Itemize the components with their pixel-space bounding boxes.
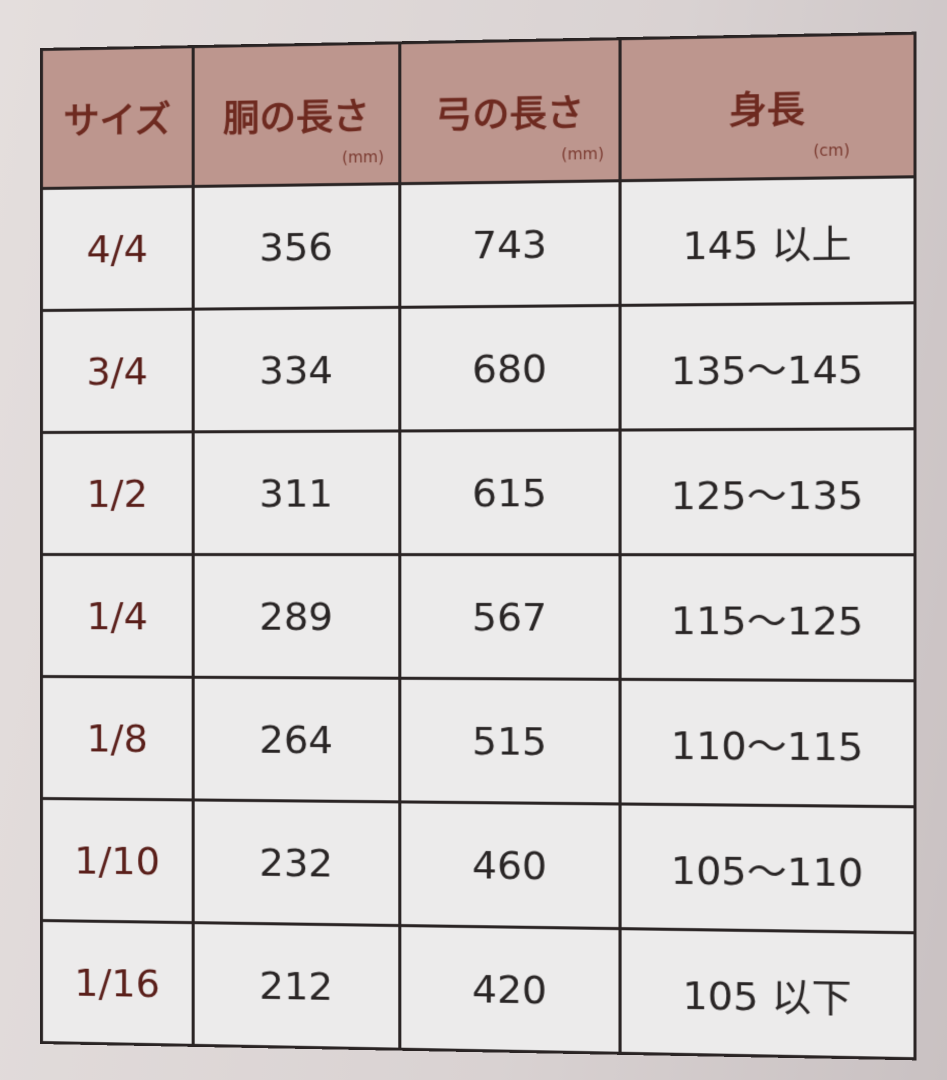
- header-body-length: 胴の長さ (mm): [193, 42, 400, 187]
- header-label: 弓の長さ: [435, 92, 585, 138]
- header-height: 身長 (cm): [620, 33, 916, 181]
- cell-body-length: 311: [193, 430, 400, 555]
- cell-bow-length: 460: [399, 801, 621, 929]
- table-row: 4/4 356 743 145 以上: [41, 176, 916, 311]
- table-row: 1/16 212 420 105 以下: [41, 920, 916, 1059]
- cell-height: 110～115: [620, 679, 916, 807]
- cell-size: 1/4: [41, 554, 194, 678]
- table-row: 1/4 289 567 115～125: [41, 554, 916, 681]
- header-bow-length: 弓の長さ (mm): [399, 38, 621, 184]
- header-row: サイズ 胴の長さ (mm) 弓の長さ (mm) 身長 (cm): [41, 33, 916, 189]
- cell-size: 4/4: [41, 186, 194, 311]
- cell-body-length: 356: [193, 183, 400, 310]
- cell-height: 115～125: [620, 554, 916, 681]
- size-table: サイズ 胴の長さ (mm) 弓の長さ (mm) 身長 (cm) 4/4 356 743 14…: [40, 31, 917, 1061]
- cell-size: 1/10: [41, 798, 194, 923]
- cell-bow-length: 420: [399, 925, 621, 1054]
- cell-bow-length: 615: [399, 430, 621, 555]
- cell-body-length: 264: [193, 677, 400, 802]
- cell-height: 125～135: [620, 428, 916, 555]
- header-unit: (mm): [561, 144, 604, 164]
- header-label: 身長: [728, 89, 805, 133]
- cell-body-length: 212: [193, 922, 400, 1050]
- cell-bow-length: 743: [399, 180, 621, 308]
- table-row: 1/10 232 460 105～110: [41, 798, 916, 933]
- table-row: 1/8 264 515 110～115: [41, 676, 916, 807]
- size-chart: サイズ 胴の長さ (mm) 弓の長さ (mm) 身長 (cm) 4/4 356 743 14…: [40, 31, 917, 1061]
- table-row: 3/4 334 680 135～145: [41, 302, 916, 433]
- cell-size: 1/8: [41, 676, 194, 800]
- cell-height: 105～110: [620, 803, 916, 933]
- cell-bow-length: 680: [399, 305, 621, 431]
- header-unit: (cm): [813, 141, 850, 161]
- header-label: サイズ: [63, 99, 171, 143]
- cell-size: 1/16: [41, 920, 194, 1046]
- cell-body-length: 289: [193, 554, 400, 679]
- table-row: 1/2 311 615 125～135: [41, 428, 916, 555]
- cell-size: 1/2: [41, 431, 194, 555]
- cell-body-length: 334: [193, 307, 400, 432]
- header-label: 胴の長さ: [222, 96, 370, 141]
- cell-height: 105 以下: [620, 928, 916, 1059]
- header-unit: (mm): [342, 147, 384, 167]
- cell-height: 135～145: [620, 302, 916, 431]
- header-size: サイズ: [41, 46, 194, 189]
- cell-height: 145 以上: [620, 176, 916, 306]
- cell-body-length: 232: [193, 799, 400, 926]
- cell-bow-length: 567: [399, 554, 621, 680]
- cell-bow-length: 515: [399, 678, 621, 804]
- cell-size: 3/4: [41, 309, 194, 433]
